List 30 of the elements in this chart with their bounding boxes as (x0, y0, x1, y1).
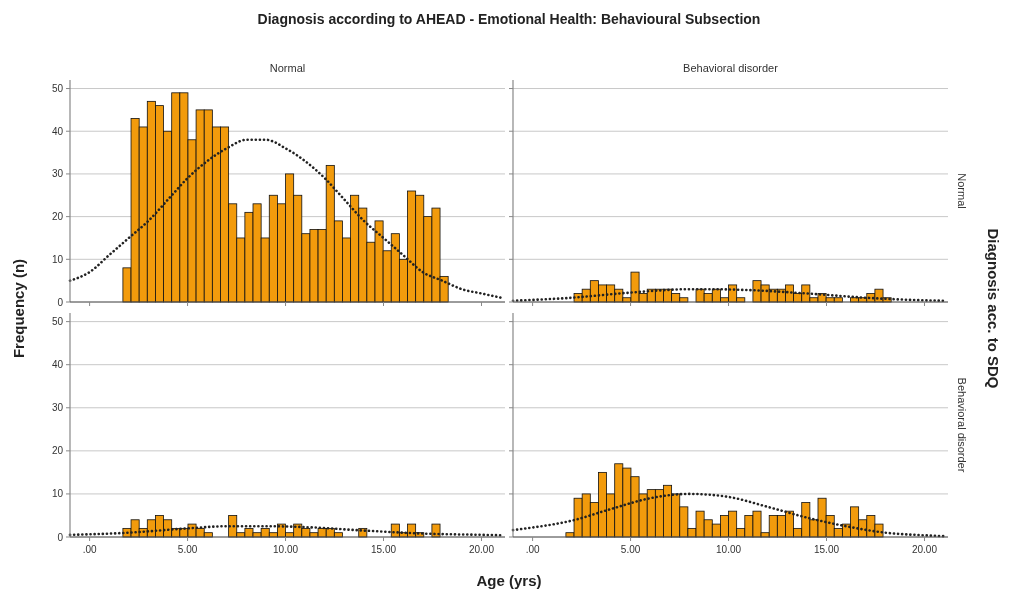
y-axis-title: Frequency (n) (10, 258, 27, 359)
x-tick-label: 5.00 (177, 544, 198, 555)
chart-subtitle: Behavioral disorder (683, 62, 779, 74)
y-tick-label: 20 (51, 445, 64, 457)
x-tick-label: 20.00 (911, 544, 938, 555)
chart-title: Diagnosis according to AHEAD - Emotional Health: Behavioural Subsection (257, 11, 761, 27)
x-tick-label: 15.00 (371, 544, 397, 555)
y-tick-label: 40 (51, 125, 64, 137)
y-tick-label: 40 (51, 359, 64, 371)
text: Diagnosis acc. to SDQ (985, 228, 1002, 389)
y-tick-label: 10 (51, 488, 64, 500)
y-tick-label: 0 (57, 296, 64, 308)
y-tick-label: 30 (51, 168, 64, 180)
y-tick-label: 50 (51, 83, 64, 95)
y-tick-label: 10 (51, 253, 64, 265)
y2-axis-title: Normal (956, 173, 968, 209)
y-tick-label: 30 (51, 402, 64, 414)
y2-axis-title: Behavioral disorder (956, 377, 968, 473)
x-tick-label: .00 (525, 544, 540, 555)
x-tick-label: .00 (82, 544, 97, 555)
x-tick-label: 15.00 (814, 544, 840, 555)
x-tick-label: 10.00 (273, 544, 299, 555)
x-axis-title: Age (yrs) (476, 572, 542, 589)
x-tick-label: 5.00 (620, 544, 641, 555)
x-tick-label: 20.00 (468, 544, 495, 555)
y-tick-label: 50 (51, 316, 64, 328)
x-tick-label: 10.00 (716, 544, 742, 555)
y-tick-label: 20 (51, 211, 64, 223)
y-tick-label: 0 (57, 531, 64, 543)
chart-subtitle: Normal (269, 62, 306, 74)
